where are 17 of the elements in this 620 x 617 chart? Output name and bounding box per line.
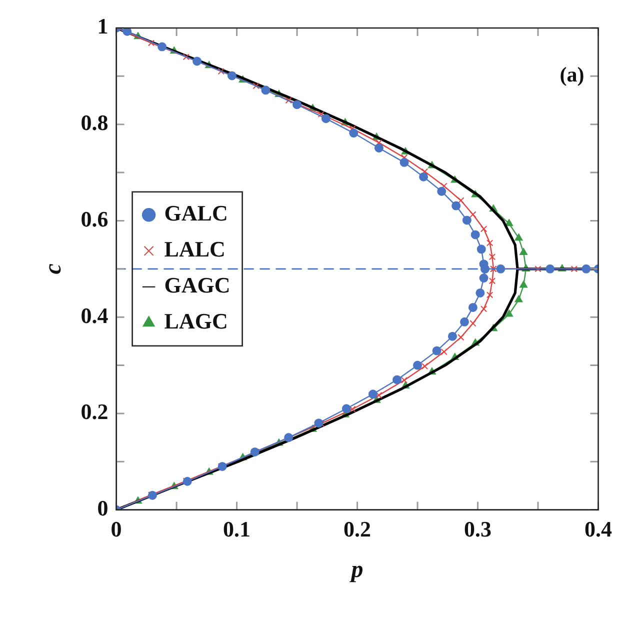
legend-label: LAGC: [164, 308, 228, 334]
y-tick-label: 0.6: [80, 206, 108, 232]
x-tick-label: 0.1: [223, 516, 251, 542]
legend-label: LALC: [164, 236, 226, 262]
y-tick-label: 0.8: [80, 110, 108, 136]
y-tick-label: 1: [97, 14, 108, 39]
y-tick-label: 0.2: [80, 399, 108, 424]
x-axis-title: p: [349, 556, 364, 583]
legend-label: GALC: [164, 200, 228, 226]
x-tick-label: 0.3: [464, 516, 492, 542]
x-tick-label: 0.4: [584, 516, 612, 542]
legend-label: GAGC: [164, 272, 230, 298]
x-tick-label: 0.2: [344, 516, 372, 542]
y-axis-title: c: [40, 263, 67, 274]
y-tick-label: 0.4: [80, 302, 108, 328]
y-tick-label: 0: [97, 495, 108, 520]
annotation: (a): [560, 62, 584, 86]
